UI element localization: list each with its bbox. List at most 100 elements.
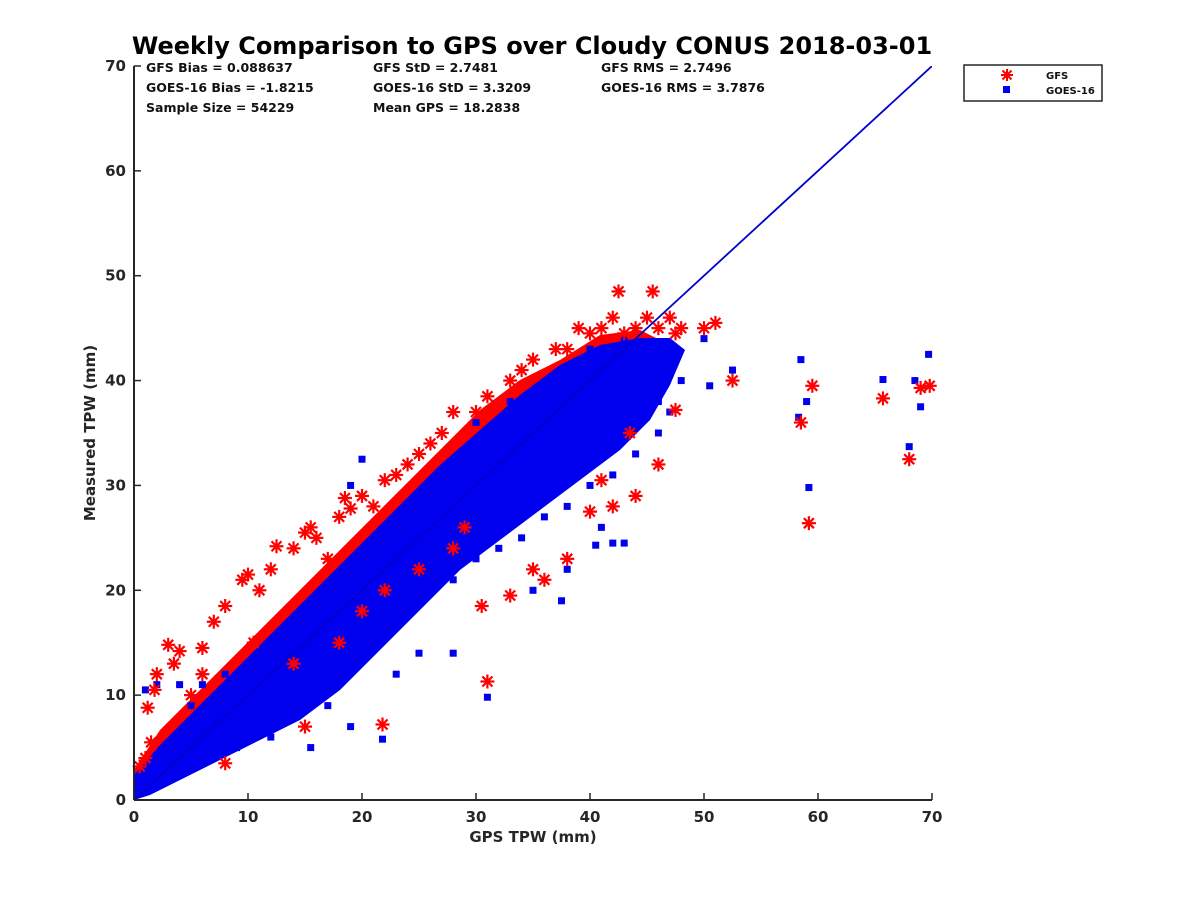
goes16-point-68 xyxy=(392,670,400,678)
goes16-point-63 xyxy=(654,398,662,406)
gfs-point-70 xyxy=(605,499,620,514)
goes16-point-20 xyxy=(540,513,548,521)
gfs-point-25 xyxy=(355,488,369,503)
gfs-point-85 xyxy=(355,604,369,619)
gfs-point-71 xyxy=(628,488,643,503)
gfs-point-78 xyxy=(298,719,312,734)
y-tick-label-3: 30 xyxy=(105,476,126,494)
goes16-point-53 xyxy=(797,356,805,364)
goes16-point-27 xyxy=(677,377,685,385)
gfs-point-40 xyxy=(560,342,575,357)
goes16-point-19 xyxy=(518,534,526,542)
stat-sample-size: Sample Size = 54229 xyxy=(146,100,294,115)
gfs-point-42 xyxy=(583,326,597,341)
goes16-point-36 xyxy=(307,744,315,752)
y-tick-label-7: 70 xyxy=(105,57,126,75)
gfs-point-63 xyxy=(922,378,937,393)
goes16-point-16 xyxy=(449,576,457,584)
blue-cloud-band xyxy=(134,338,685,800)
goes16-point-26 xyxy=(666,408,674,416)
gfs-point-56 xyxy=(725,373,740,388)
gfs-point-22 xyxy=(332,509,347,524)
goes16-point-10 xyxy=(312,639,320,647)
goes16-point-11 xyxy=(335,618,343,626)
goes16-point-59 xyxy=(917,403,925,411)
gfs-point-82 xyxy=(246,635,261,650)
gfs-point-23 xyxy=(337,491,352,506)
gfs-point-17 xyxy=(286,541,301,556)
goes16-point-21 xyxy=(563,502,571,510)
gfs-point-55 xyxy=(708,315,723,330)
gfs-point-2 xyxy=(144,735,159,750)
stat-gfs-rms: GFS RMS = 2.7496 xyxy=(601,60,732,75)
goes16-point-6 xyxy=(210,702,218,710)
y-tick-label-6: 60 xyxy=(105,162,126,180)
gfs-point-67 xyxy=(537,572,552,587)
goes16-point-18 xyxy=(495,544,503,552)
y-tick-label-5: 50 xyxy=(105,267,126,285)
gfs-point-35 xyxy=(480,389,495,404)
goes16-point-61 xyxy=(911,377,919,385)
gfs-point-48 xyxy=(640,310,654,325)
gfs-point-65 xyxy=(375,717,390,732)
gfs-point-37 xyxy=(514,363,529,378)
goes16-point-50 xyxy=(700,335,708,343)
x-axis-label: GPS TPW (mm) xyxy=(469,828,596,846)
goes16-point-30 xyxy=(609,539,617,547)
goes16-point-67 xyxy=(415,649,423,657)
gfs-point-32 xyxy=(434,426,449,440)
goes16-point-64 xyxy=(637,356,645,364)
gfs-point-89 xyxy=(457,520,472,535)
goes16-point-66 xyxy=(563,565,571,573)
goes16-point-22 xyxy=(586,481,594,489)
gfs-point-29 xyxy=(400,457,415,472)
chart-title: Weekly Comparison to GPS over Cloudy CON… xyxy=(132,32,932,60)
gfs-point-27 xyxy=(377,473,392,488)
legend-label-gfs: GFS xyxy=(1046,71,1068,82)
goes16-point-60 xyxy=(925,350,933,358)
goes16-point-58 xyxy=(905,443,913,451)
gfs-point-11 xyxy=(218,599,233,614)
x-tick-label-4: 40 xyxy=(580,808,601,826)
gfs-point-6 xyxy=(161,637,176,652)
goes16-point-51 xyxy=(706,382,714,390)
gfs-point-4 xyxy=(149,667,164,682)
gfs-point-36 xyxy=(503,373,518,388)
goes16-point-9 xyxy=(290,639,298,647)
goes16-point-1 xyxy=(153,681,161,689)
gfs-point-73 xyxy=(668,402,683,417)
goes16-point-48 xyxy=(586,345,594,353)
gfs-point-3 xyxy=(147,682,162,697)
goes16-point-54 xyxy=(803,398,811,406)
gfs-point-38 xyxy=(526,352,540,367)
gfs-point-47 xyxy=(628,321,643,336)
gfs-point-54 xyxy=(697,321,711,336)
gfs-point-59 xyxy=(801,516,816,531)
gfs-point-77 xyxy=(526,562,540,577)
gfs-point-43 xyxy=(594,321,609,336)
x-tick-label-1: 10 xyxy=(238,808,259,826)
goes16-point-23 xyxy=(609,471,617,479)
gfs-point-68 xyxy=(560,551,575,566)
gfs-point-45 xyxy=(611,284,626,299)
gfs-point-80 xyxy=(184,688,198,703)
goes16-point-39 xyxy=(233,744,241,752)
legend: GFS GOES-16 xyxy=(963,64,1103,102)
gfs-point-26 xyxy=(366,499,381,514)
goes16-point-4 xyxy=(221,670,229,678)
legend-box xyxy=(963,64,1103,102)
gfs-point-87 xyxy=(412,562,426,577)
gfs-point-53 xyxy=(674,321,689,336)
x-tick-label-0: 0 xyxy=(129,808,139,826)
stat-goes-rms: GOES-16 RMS = 3.7876 xyxy=(601,80,765,95)
goes16-point-43 xyxy=(347,481,355,489)
gfs-point-74 xyxy=(622,426,637,440)
goes16-point-13 xyxy=(381,607,389,615)
gfs-point-75 xyxy=(594,473,609,488)
gfs-point-66 xyxy=(503,588,518,603)
legend-marker-gfs xyxy=(1001,69,1013,81)
goes16-point-35 xyxy=(379,735,387,743)
goes16-point-34 xyxy=(483,693,491,701)
gfs-point-16 xyxy=(269,539,284,554)
gfs-point-9 xyxy=(195,640,210,655)
